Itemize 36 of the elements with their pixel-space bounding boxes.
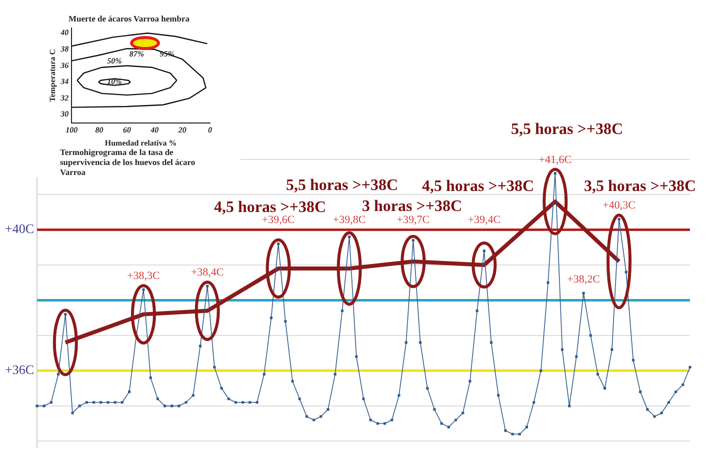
- annotation: 50%: [107, 56, 122, 66]
- data-label: +39,6C: [262, 214, 295, 226]
- y-tick-label: +36C: [4, 362, 34, 378]
- annotation: 4,5 horas >+38C: [214, 199, 326, 216]
- data-label: +38,4C: [190, 266, 224, 279]
- data-label: +38,2C: [567, 274, 600, 286]
- annotation: Termohigrograma de la tasa de supervivencia de los huevos del ácaro Varroa: [59, 147, 196, 178]
- annotation: 87%: [129, 49, 144, 58]
- x-tick-label: 80: [95, 126, 104, 135]
- annotation: 10%: [107, 77, 122, 86]
- y-tick-label: 36: [60, 60, 69, 70]
- y-tick-label: 40: [60, 28, 69, 38]
- data-label: +41,6C: [538, 154, 572, 166]
- y-tick-label: 34: [60, 77, 69, 86]
- y-tick-label: +40C: [4, 221, 34, 236]
- annotation: 5,5 horas >+38C: [510, 121, 624, 138]
- data-label: +40,3C: [602, 200, 636, 212]
- x-tick-label: 60: [122, 126, 131, 135]
- annotation: 3,5 horas >+38C: [584, 178, 696, 196]
- y-tick-label: 38: [60, 44, 69, 54]
- y-tick-label: 32: [60, 93, 69, 102]
- chart-title: Muerte de ácaros Varroa hembra: [68, 13, 190, 24]
- data-label: +38,3C: [127, 270, 160, 282]
- annotation: 3 horas >+38C: [362, 198, 462, 216]
- x-axis-title: Humedad relativa %: [104, 138, 177, 148]
- data-label: +39,4C: [468, 214, 501, 226]
- y-axis-title: Temperatura C: [48, 48, 57, 102]
- annotation: 5,5 horas >+38C: [286, 177, 398, 194]
- annotation: 4,5 horas >+38C: [422, 178, 534, 196]
- x-tick-label: 100: [66, 126, 78, 135]
- x-tick-label: 0: [208, 126, 212, 135]
- x-tick-label: 40: [150, 126, 159, 135]
- x-tick-label: 20: [177, 126, 186, 135]
- y-tick-label: 30: [60, 110, 69, 119]
- data-label: +39,8C: [332, 214, 366, 226]
- data-label: +39,7C: [396, 214, 430, 226]
